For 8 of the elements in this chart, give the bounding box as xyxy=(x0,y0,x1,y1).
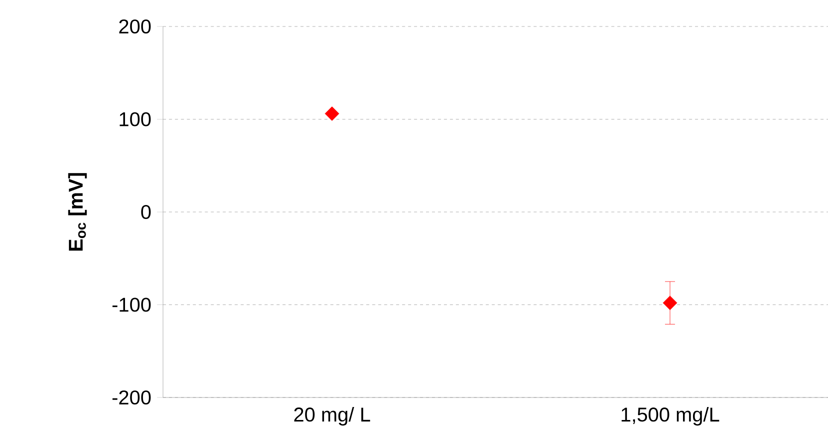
x-tick-label: 20 mg/ L xyxy=(294,407,370,426)
y-tick-label: -100 xyxy=(112,298,151,312)
y-tick-label: -200 xyxy=(112,390,151,405)
y-tick-label: 100 xyxy=(120,112,151,126)
y-tick-label: 0 xyxy=(141,204,151,220)
x-tick-label: 1,500 mg/L xyxy=(622,407,720,426)
text: E$_{oc}$ [mV] xyxy=(68,173,87,251)
y-tick-label: 200 xyxy=(119,19,151,34)
